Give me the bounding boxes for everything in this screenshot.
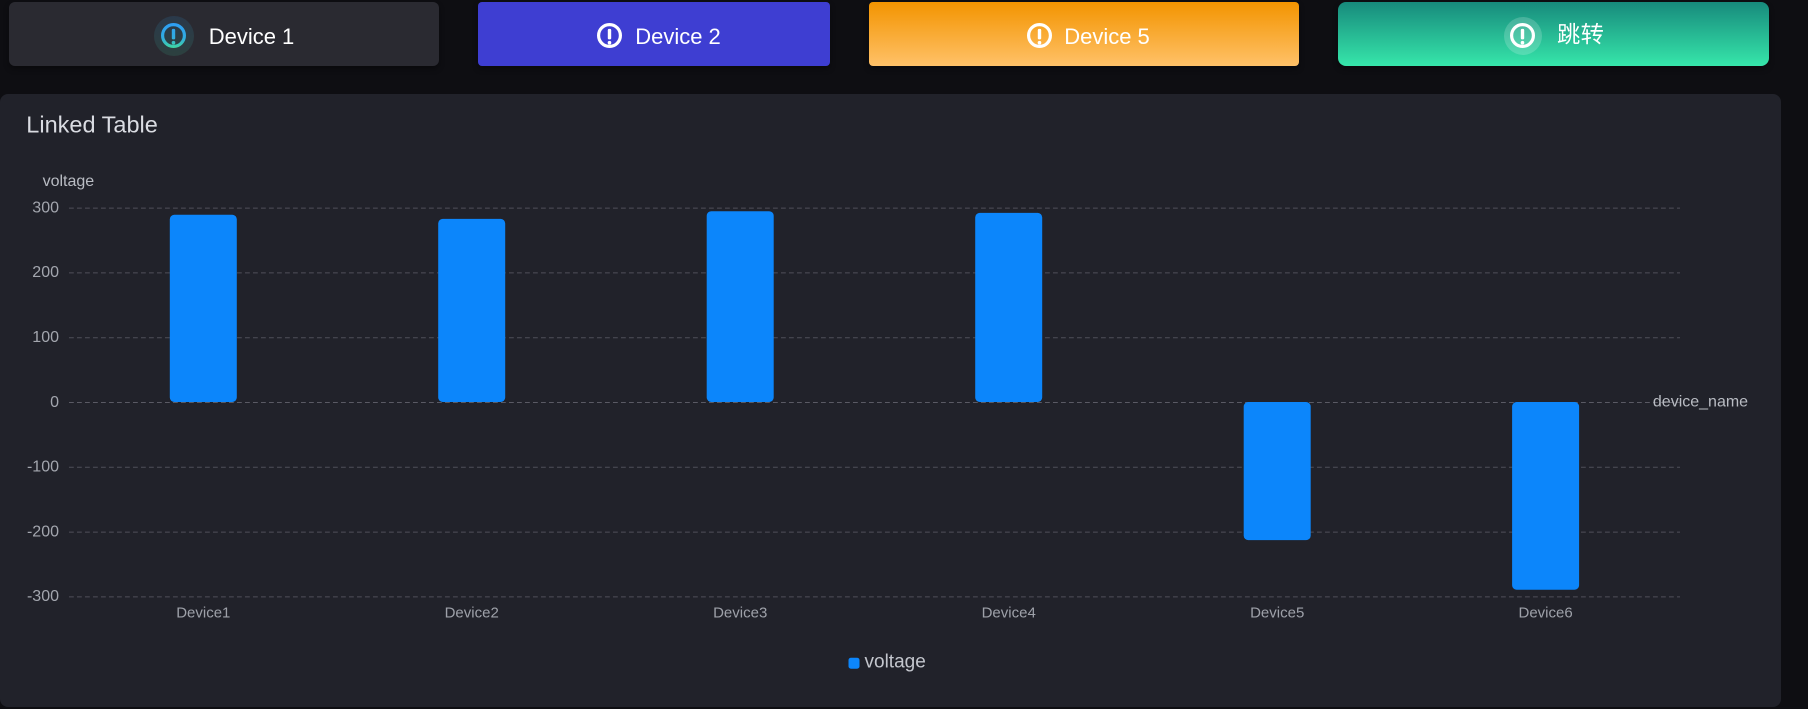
svg-text:Linked Table: Linked Table (26, 111, 158, 137)
svg-text:200: 200 (32, 264, 59, 281)
svg-text:100: 100 (32, 329, 59, 346)
svg-text:Device5: Device5 (1250, 605, 1304, 622)
svg-text:Device2: Device2 (445, 605, 499, 622)
svg-text:0: 0 (50, 394, 59, 411)
svg-text:-300: -300 (27, 588, 59, 605)
svg-text:-200: -200 (27, 523, 59, 540)
svg-text:300: 300 (32, 199, 59, 216)
svg-text:Device6: Device6 (1518, 605, 1572, 622)
svg-text:Device4: Device4 (982, 605, 1036, 622)
svg-text:device_name: device_name (1653, 394, 1748, 411)
svg-text:Device3: Device3 (713, 605, 767, 622)
svg-text:voltage: voltage (43, 173, 95, 190)
svg-text:Device1: Device1 (176, 605, 230, 622)
svg-text:voltage: voltage (865, 652, 926, 673)
svg-text:-100: -100 (27, 459, 59, 476)
